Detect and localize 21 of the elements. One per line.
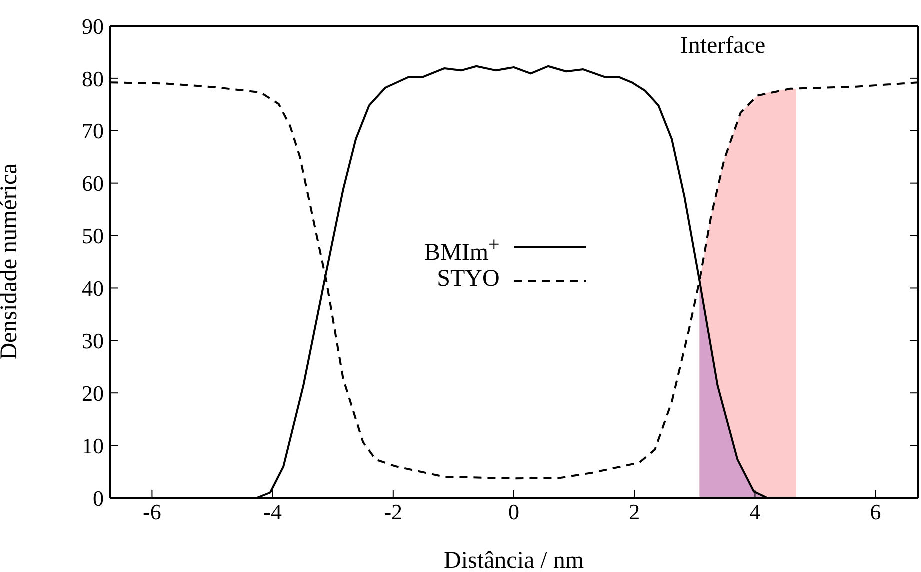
y-axis-title: Densidade numérica — [0, 163, 23, 360]
y-tick-label: 60 — [82, 171, 104, 196]
annotation: Interface — [680, 33, 766, 59]
y-tick-label: 30 — [82, 328, 104, 354]
x-tick-label: 0 — [508, 500, 520, 525]
x-tick-label: 4 — [750, 500, 761, 525]
x-tick-label: -2 — [384, 500, 403, 525]
x-tick-label: -6 — [143, 500, 162, 525]
x-tick-label: -4 — [264, 500, 282, 525]
legend-label: STYO — [437, 266, 500, 292]
x-axis-title: Distância / nm — [444, 548, 584, 572]
x-tick-label: 6 — [870, 500, 882, 525]
y-tick-label: 90 — [82, 14, 104, 39]
y-tick-label: 40 — [82, 276, 104, 302]
y-tick-label: 20 — [82, 380, 104, 406]
legend-label: BMIm$^{+}$ — [424, 234, 500, 266]
y-tick-label: 70 — [82, 118, 104, 144]
x-tick-label: 2 — [629, 500, 640, 525]
y-tick-label: 80 — [82, 66, 104, 92]
y-tick-label: 50 — [82, 224, 104, 249]
y-tick-label: 10 — [82, 433, 104, 458]
